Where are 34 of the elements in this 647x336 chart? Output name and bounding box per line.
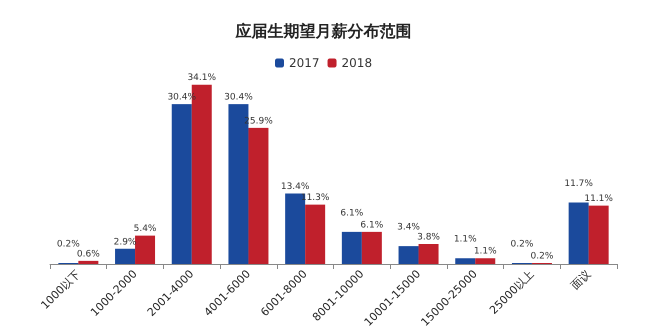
bar	[248, 128, 268, 264]
chart-title: 应届生期望月薪分布范围	[234, 22, 412, 40]
data-label: 11.1%	[584, 194, 614, 204]
bar	[475, 258, 496, 264]
bar	[455, 258, 476, 264]
data-label: 0.2%	[510, 239, 534, 250]
data-label: 0.6%	[76, 249, 100, 260]
bar	[342, 232, 362, 264]
bar	[115, 248, 136, 264]
bar	[305, 204, 326, 264]
data-label: 3.4%	[397, 222, 420, 233]
legend-label: 2018	[342, 56, 372, 70]
bar	[78, 260, 98, 264]
bar	[418, 244, 439, 264]
data-label: 30.4%	[224, 92, 254, 103]
data-label: 11.7%	[564, 178, 594, 189]
bar	[568, 202, 589, 264]
legend-label: 2017	[289, 56, 320, 70]
data-label: 0.2%	[56, 239, 80, 250]
data-label: 1.1%	[454, 234, 478, 245]
bar	[135, 236, 156, 264]
data-label: 34.1%	[187, 73, 216, 84]
bar	[362, 232, 382, 264]
data-label: 13.4%	[280, 182, 310, 192]
data-label: 5.4%	[134, 224, 157, 234]
data-label: 6.1%	[360, 220, 384, 230]
bar	[398, 246, 419, 264]
data-label: 6.1%	[340, 208, 364, 218]
bar	[588, 206, 609, 264]
data-label: 0.2%	[530, 251, 554, 262]
data-label: 1.1%	[474, 246, 498, 257]
x-tick-label: 面议	[568, 267, 594, 292]
data-label: 3.8%	[417, 232, 440, 243]
bar	[172, 104, 192, 264]
